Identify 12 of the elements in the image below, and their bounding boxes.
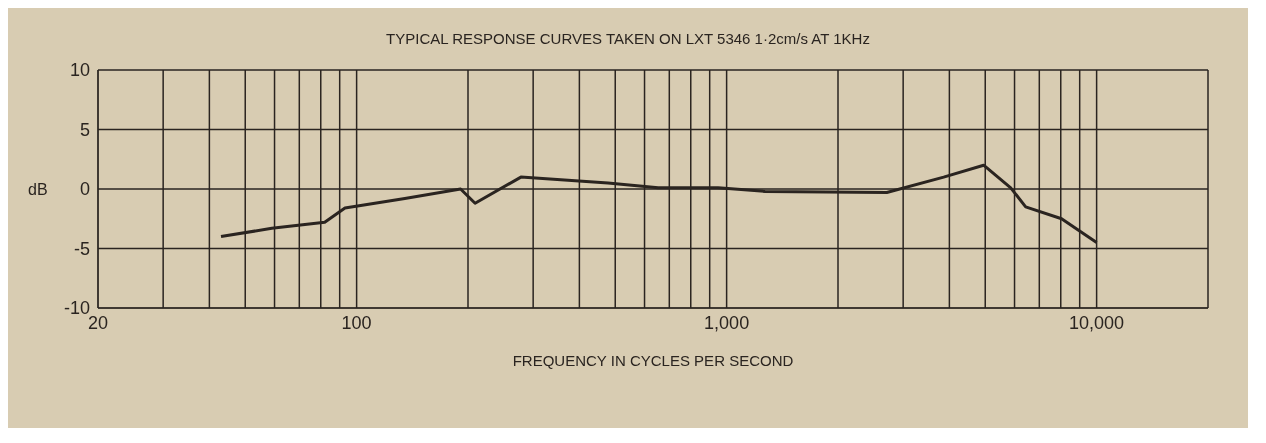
y-tick-label: -10	[63, 298, 90, 319]
x-tick-label: 20	[87, 312, 109, 333]
chart-title: TYPICAL RESPONSE CURVES TAKEN ON LXT 5346 1·2cm/s AT 1KHz	[385, 30, 871, 47]
x-tick-label: 100	[341, 312, 372, 333]
x-tick-label: 1,000	[704, 312, 750, 333]
y-tick-label: -5	[73, 238, 90, 259]
y-tick-label: 0	[79, 179, 90, 200]
y-tick-label: 10	[69, 60, 90, 81]
y-axis-title: dB	[28, 180, 48, 198]
x-tick-label: 10,000	[1069, 312, 1125, 333]
y-tick-label: 5	[79, 119, 90, 140]
x-axis-title: FREQUENCY IN CYCLES PER SECOND	[512, 352, 794, 369]
